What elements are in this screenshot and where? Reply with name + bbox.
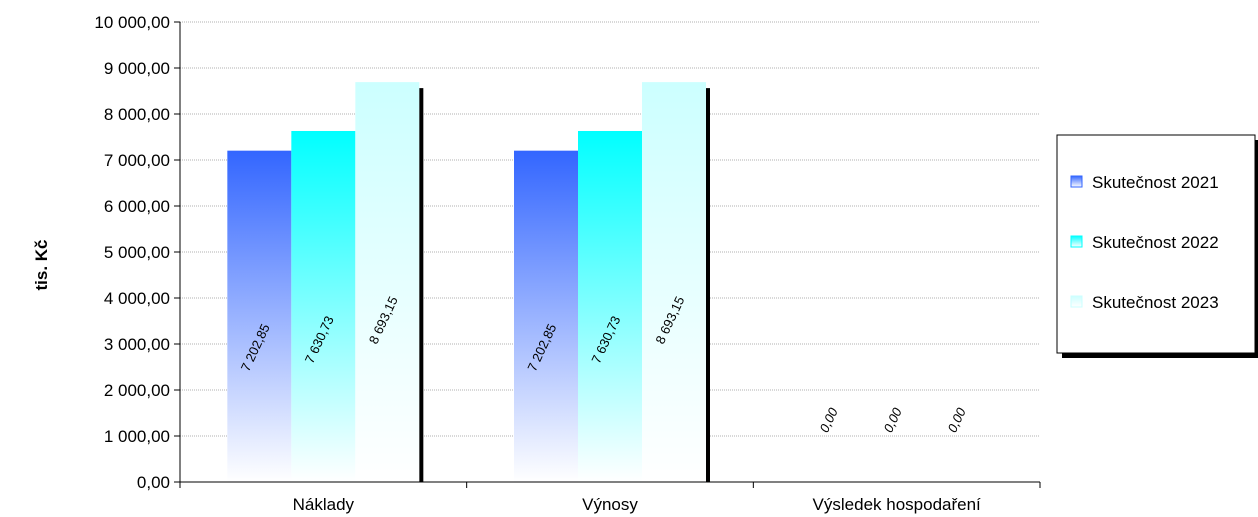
- y-tick-label: 1 000,00: [104, 427, 170, 446]
- y-tick-label: 8 000,00: [104, 105, 170, 124]
- legend-label: Skutečnost 2022: [1092, 233, 1219, 252]
- legend-box: [1056, 134, 1256, 354]
- bar: [578, 130, 642, 482]
- y-tick-label: 5 000,00: [104, 243, 170, 262]
- legend: Skutečnost 2021 Skutečnost 2022 Skutečnost…: [1056, 134, 1258, 358]
- data-label: 0,00: [816, 405, 841, 435]
- y-tick-label: 4 000,00: [104, 289, 170, 308]
- bars: 7 202,85 7 630,73 8 693,157 202,85 7 630,73…: [227, 82, 969, 483]
- bar-shadow: [419, 88, 424, 482]
- legend-swatch: [1070, 235, 1083, 248]
- y-tick-label: 3 000,00: [104, 335, 170, 354]
- bar: [514, 150, 578, 483]
- legend-swatch: [1070, 175, 1083, 188]
- y-tick-label: 9 000,00: [104, 59, 170, 78]
- data-label: 0,00: [944, 405, 969, 435]
- legend-label: Skutečnost 2023: [1092, 293, 1219, 312]
- bar-shadow: [706, 88, 710, 482]
- y-tick-label: 6 000,00: [104, 197, 170, 216]
- data-label: 0,00: [880, 405, 905, 435]
- bar: [642, 82, 706, 482]
- y-tick-label: 2 000,00: [104, 381, 170, 400]
- y-tick-label: 7 000,00: [104, 151, 170, 170]
- legend-swatch: [1070, 295, 1083, 308]
- legend-label: Skutečnost 2021: [1092, 173, 1219, 192]
- x-category-label: Výsledek hospodaření: [813, 495, 982, 514]
- bar: [227, 150, 292, 483]
- y-tick-label: 0,00: [137, 473, 170, 492]
- y-axis-label: tis. Kč: [32, 239, 51, 290]
- x-category-label: Výnosy: [582, 495, 638, 514]
- x-category-label: Náklady: [293, 495, 355, 514]
- bar: [355, 82, 420, 482]
- y-tick-label: 10 000,00: [94, 13, 170, 32]
- bar: [291, 130, 356, 482]
- axes: 0,00 1 000,00 2 000,00 3 000,00 4 000,00 5 00…: [94, 13, 1041, 514]
